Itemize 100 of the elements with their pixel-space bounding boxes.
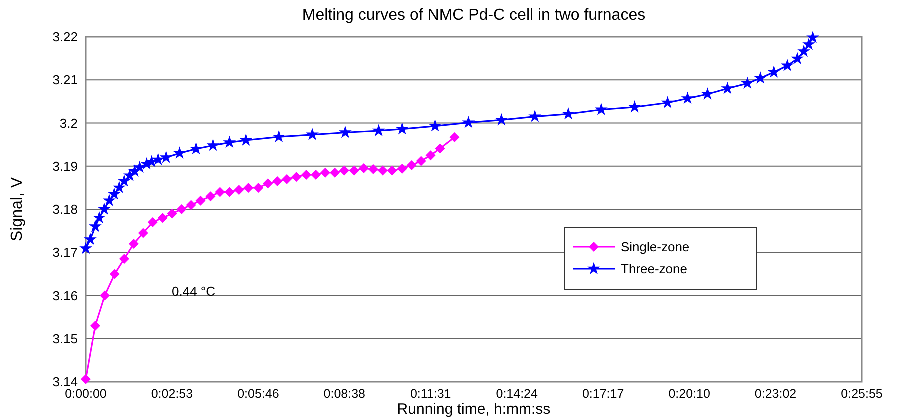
point: [595, 103, 608, 116]
point: [100, 290, 110, 301]
point: [798, 44, 810, 58]
point: [330, 168, 340, 178]
y-tick-label: 3.15: [52, 331, 78, 346]
point: [450, 132, 460, 142]
x-tick-label: 0:00:00: [65, 387, 107, 401]
y-tick-label: 3.19: [52, 158, 78, 174]
point: [339, 166, 350, 176]
x-tick-label: 0:20:10: [668, 387, 710, 401]
point: [160, 150, 173, 164]
x-tick-label: 0:17:17: [582, 387, 624, 401]
point: [263, 178, 274, 189]
chart-title: Melting curves of NMC Pd-C cell in two furnaces: [302, 7, 646, 24]
point: [108, 188, 121, 200]
x-tick-label: 0:02:53: [151, 387, 194, 401]
point: [93, 211, 106, 224]
point: [721, 82, 734, 94]
point: [311, 170, 322, 180]
point: [90, 320, 100, 331]
x-tick-label: 0:11:31: [410, 387, 452, 401]
point: [781, 59, 794, 72]
point: [387, 166, 398, 176]
y-tick-label: 3.18: [52, 202, 78, 217]
point: [272, 176, 283, 186]
point: [282, 174, 292, 184]
point: [741, 76, 754, 90]
point: [372, 124, 386, 136]
point: [358, 164, 369, 174]
y-tick-label: 3.16: [52, 288, 78, 304]
x-tick-label: 0:14:24: [496, 387, 538, 401]
point: [339, 126, 352, 138]
legend-label: Single-zone: [621, 240, 690, 254]
point: [244, 182, 254, 193]
point: [701, 88, 714, 100]
y-tick-label: 3.14: [52, 374, 78, 390]
point: [528, 110, 542, 122]
point: [224, 187, 235, 198]
point: [110, 269, 120, 280]
point: [98, 202, 111, 215]
point: [128, 239, 139, 249]
point: [206, 138, 220, 152]
x-tick-label: 0:05:46: [238, 387, 280, 401]
point: [89, 220, 102, 232]
point: [368, 164, 378, 174]
point: [148, 217, 158, 228]
point: [681, 92, 694, 104]
point: [320, 168, 331, 178]
x-tick-label: 0:25:55: [841, 387, 883, 401]
point: [215, 187, 226, 198]
point: [416, 156, 426, 166]
point: [272, 130, 286, 143]
point: [292, 172, 302, 182]
point: [119, 254, 130, 264]
point: [84, 232, 97, 246]
point: [562, 107, 575, 120]
point: [495, 113, 508, 126]
point: [186, 200, 196, 210]
point: [628, 100, 642, 113]
point: [396, 122, 409, 135]
point: [234, 185, 244, 196]
point: [138, 228, 148, 238]
point: [435, 144, 446, 154]
point: [223, 136, 236, 148]
point: [190, 142, 203, 155]
point: [81, 374, 91, 384]
point: [806, 31, 820, 44]
point: [768, 66, 781, 78]
point: [206, 192, 216, 202]
point: [167, 208, 178, 219]
point: [754, 72, 768, 84]
point: [302, 170, 312, 180]
point: [661, 96, 674, 108]
y-tick-label: 3.17: [52, 245, 78, 260]
point: [158, 213, 168, 224]
point: [428, 120, 442, 132]
point: [176, 204, 187, 214]
x-tick-label: 0:23:02: [754, 387, 797, 401]
x-axis-title: Running time, h:mm:ss: [397, 401, 551, 418]
point: [103, 194, 116, 206]
point: [196, 196, 206, 206]
point: [113, 181, 126, 194]
point: [397, 164, 408, 174]
point: [791, 52, 804, 64]
point: [378, 166, 388, 176]
y-tick-label: 3.22: [52, 30, 78, 44]
point: [462, 116, 476, 128]
y-tick-label: 3.2: [60, 116, 78, 131]
y-tick-label: 3.21: [52, 72, 78, 88]
point: [426, 150, 436, 161]
point: [118, 174, 131, 187]
y-axis-title: Signal, V: [9, 177, 26, 242]
point: [306, 128, 319, 140]
point: [406, 160, 417, 171]
point: [240, 134, 253, 146]
point: [802, 38, 816, 50]
point: [80, 242, 92, 254]
point: [173, 146, 186, 159]
point: [254, 182, 264, 193]
point: [349, 166, 360, 176]
